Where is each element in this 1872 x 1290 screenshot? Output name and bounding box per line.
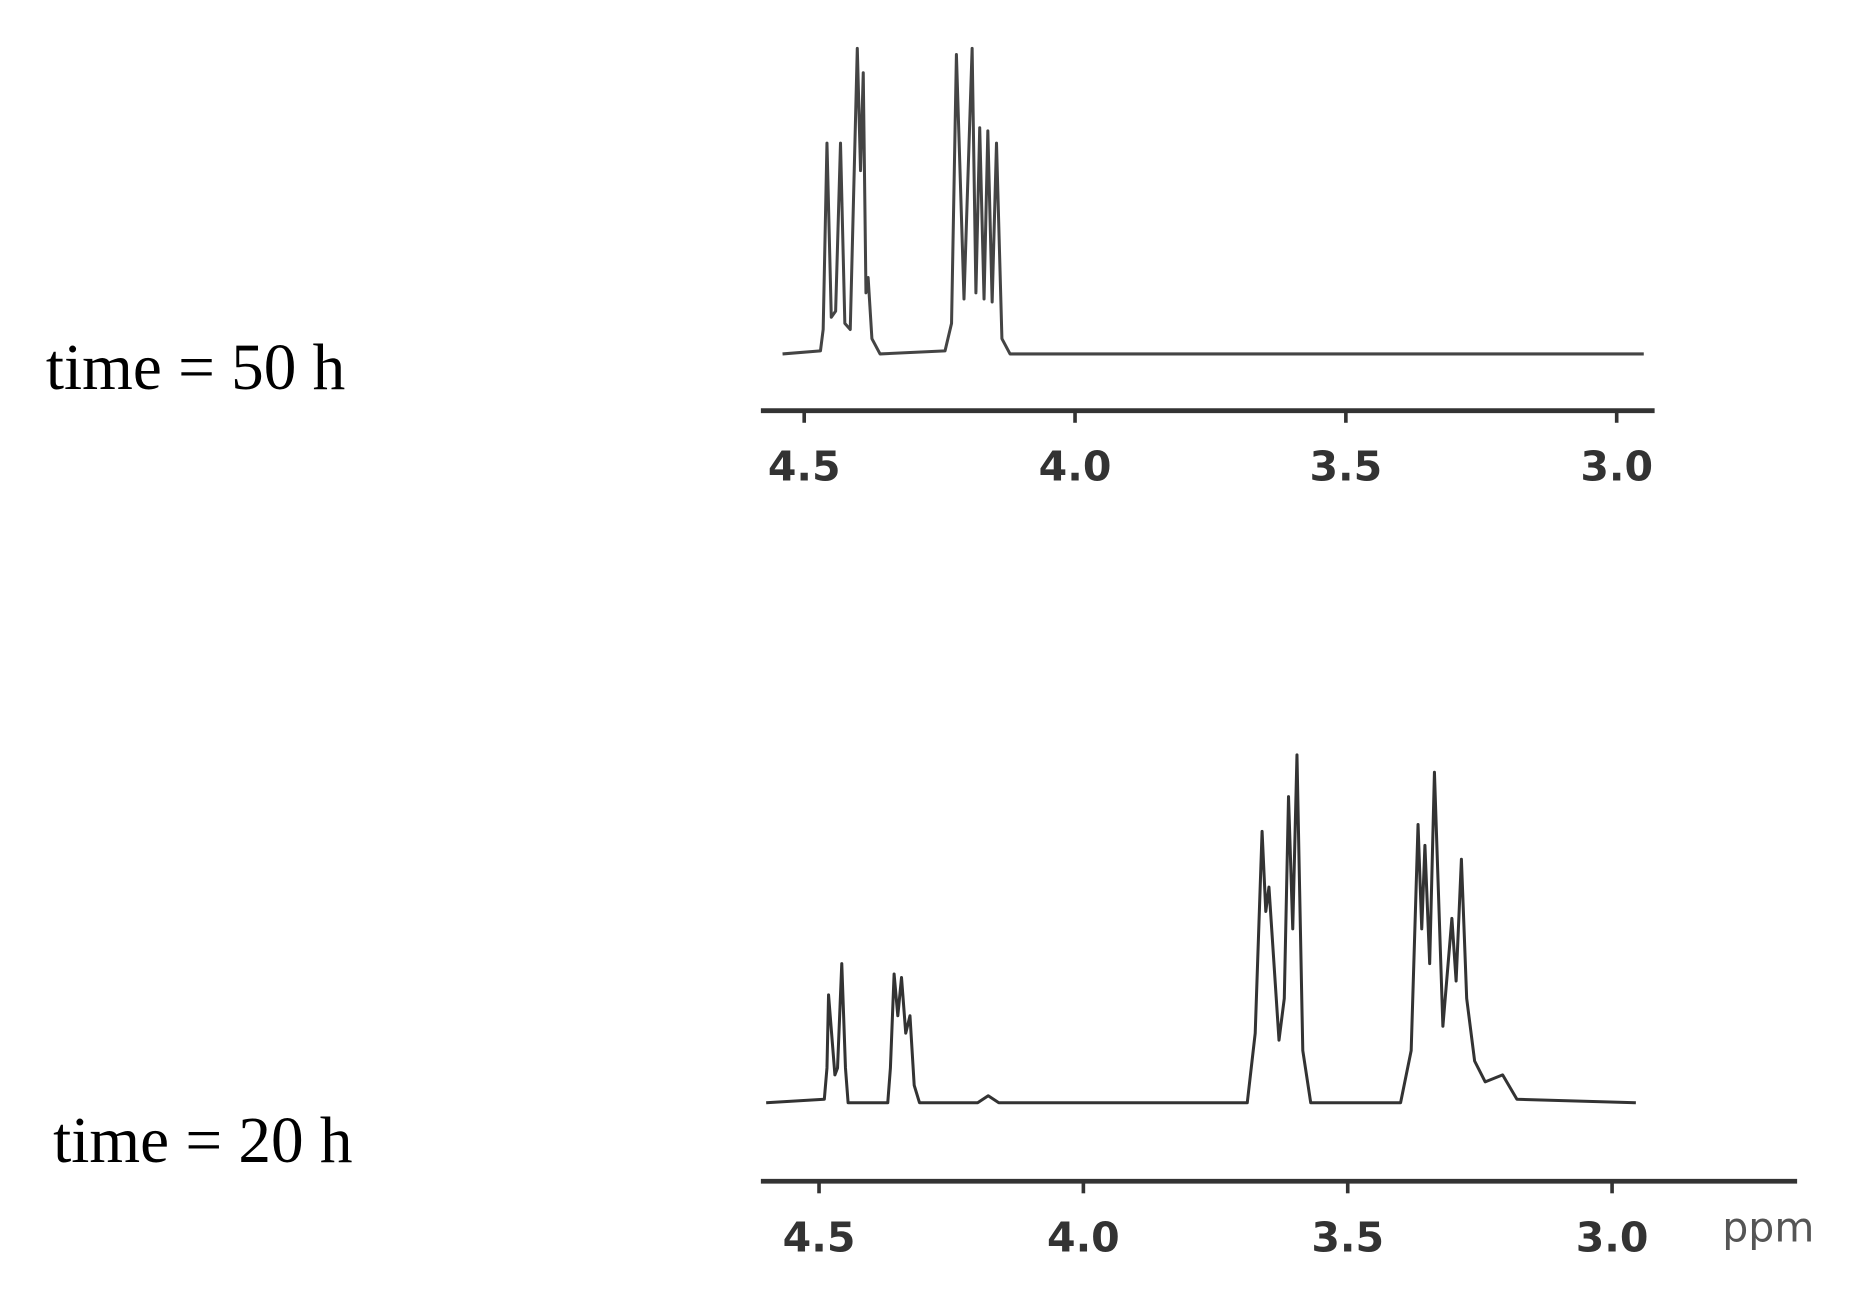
spectrum-label: time = 20 h [53, 1105, 352, 1177]
spectrum-line [782, 46, 1644, 356]
x-tick-label: 3.0 [1580, 443, 1653, 491]
x-tick-label: 3.5 [1311, 1213, 1384, 1261]
x-tick-label: 3.5 [1310, 443, 1383, 491]
x-axis-label: ppm [1722, 1204, 1814, 1252]
x-tick-label: 4.0 [1039, 443, 1112, 491]
spectrum-label: time = 50 h [46, 332, 345, 404]
x-tick-label: 4.0 [1047, 1213, 1120, 1261]
x-tick-label: 4.5 [768, 443, 841, 491]
x-tick-label: 3.0 [1576, 1213, 1649, 1261]
spectrum-line [766, 753, 1636, 1105]
x-tick-label: 4.5 [783, 1213, 856, 1261]
